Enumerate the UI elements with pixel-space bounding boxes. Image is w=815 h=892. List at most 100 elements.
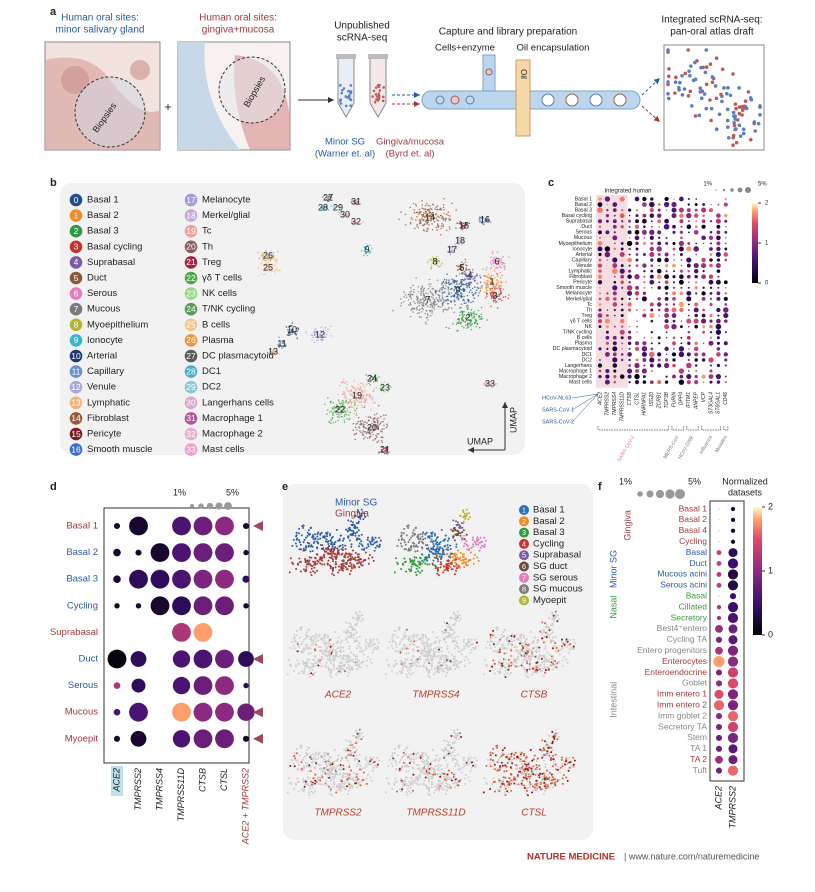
feature-cell [434,640,437,643]
feature-cell [488,644,491,647]
cluster-number: 14 [71,413,81,423]
overlay-cell [323,556,326,559]
feature-cell [425,669,428,672]
umap-cell [471,317,474,320]
umap-cell [489,289,492,291]
umap-cluster-label: 32 [351,216,361,226]
cluster-cell [464,517,467,520]
umap-cell [430,291,432,294]
umap-cell [452,322,454,325]
dot [672,291,676,296]
umap-cell [471,287,474,290]
cluster-cell [431,563,434,566]
umap-cell [428,209,431,212]
umap-cell [365,416,367,418]
dot [598,269,602,273]
umap-cell [466,286,468,289]
umap-cell [367,416,370,419]
feature-cell [404,635,407,638]
overlay-cell [310,544,313,547]
dot [620,247,624,251]
umap-cell [430,309,433,312]
feature-cell [454,668,457,671]
atlas-cell [714,56,719,60]
umap-cell [274,259,276,262]
umap-cell [368,435,371,438]
dot [612,219,617,224]
feature-cell [352,636,355,639]
atlas-cell [720,67,725,72]
umap-cell [429,314,432,317]
feature-cell [519,634,522,636]
dot [658,342,661,345]
feature-cell [440,664,443,667]
umap-cell [441,292,444,295]
feature-cell [350,632,353,635]
umap-cell [358,401,360,403]
umap-cell [483,281,486,284]
umap-cell [386,423,388,426]
gene-label: ST3GAL4 [708,392,714,414]
cluster-name: Mucous [87,304,121,315]
dot [702,325,706,329]
atlas-cell [737,123,742,128]
umap-cluster-label: 18 [455,235,465,245]
umap-cell [499,266,502,268]
dot [694,203,698,206]
umap-cell [486,295,488,298]
feature-cell [467,642,470,645]
feature-cell [348,647,351,650]
umap-cell [448,327,450,330]
tube-cell [381,99,385,103]
umap-cell [409,301,412,304]
feature-cell [366,642,369,645]
dot [606,309,609,311]
umap-cluster-label: 6 [494,256,499,266]
umap-cell [363,421,366,424]
umap-cell [485,284,488,287]
cluster-cell [455,545,458,548]
cluster-cell [436,543,439,546]
overlay-cell [292,538,295,541]
cluster-cell [461,553,464,556]
cluster-cell [455,543,458,546]
umap-cell [465,324,467,326]
dot [243,603,249,609]
cluster-cell [459,525,461,527]
overlay-cell [306,560,309,563]
overlay-cell [334,541,337,543]
umap-cell [320,326,323,328]
feature-cell [406,666,409,669]
feature-cell [336,655,339,658]
dot [605,368,610,374]
cluster-number: 24 [186,304,196,314]
feature-cell [510,637,513,640]
overlay-cell [320,547,323,550]
cluster-cell [410,545,413,548]
step-label: Oil encapsulation [517,43,590,54]
dot [628,225,631,228]
feature-cell [407,652,410,654]
dot [657,297,661,301]
feature-cell [352,653,355,656]
feature-cell [302,672,305,675]
overlay-cell [351,534,354,537]
umap-cell [374,438,376,440]
umap-cell [460,268,462,270]
feature-cell [430,663,433,665]
umap-cell [428,298,431,300]
umap-cell [499,276,502,279]
umap-cell [435,290,438,292]
dot [628,253,631,256]
overlay-cell [368,540,371,543]
cluster-cell [430,540,432,543]
feature-cell [332,668,335,671]
cluster-cell [475,543,477,546]
feature-cell [346,628,349,631]
umap-cell [426,301,428,304]
feature-cell [393,634,396,637]
feature-cell [377,641,380,644]
dot [672,241,676,245]
dot [680,259,683,262]
dot [701,318,707,324]
